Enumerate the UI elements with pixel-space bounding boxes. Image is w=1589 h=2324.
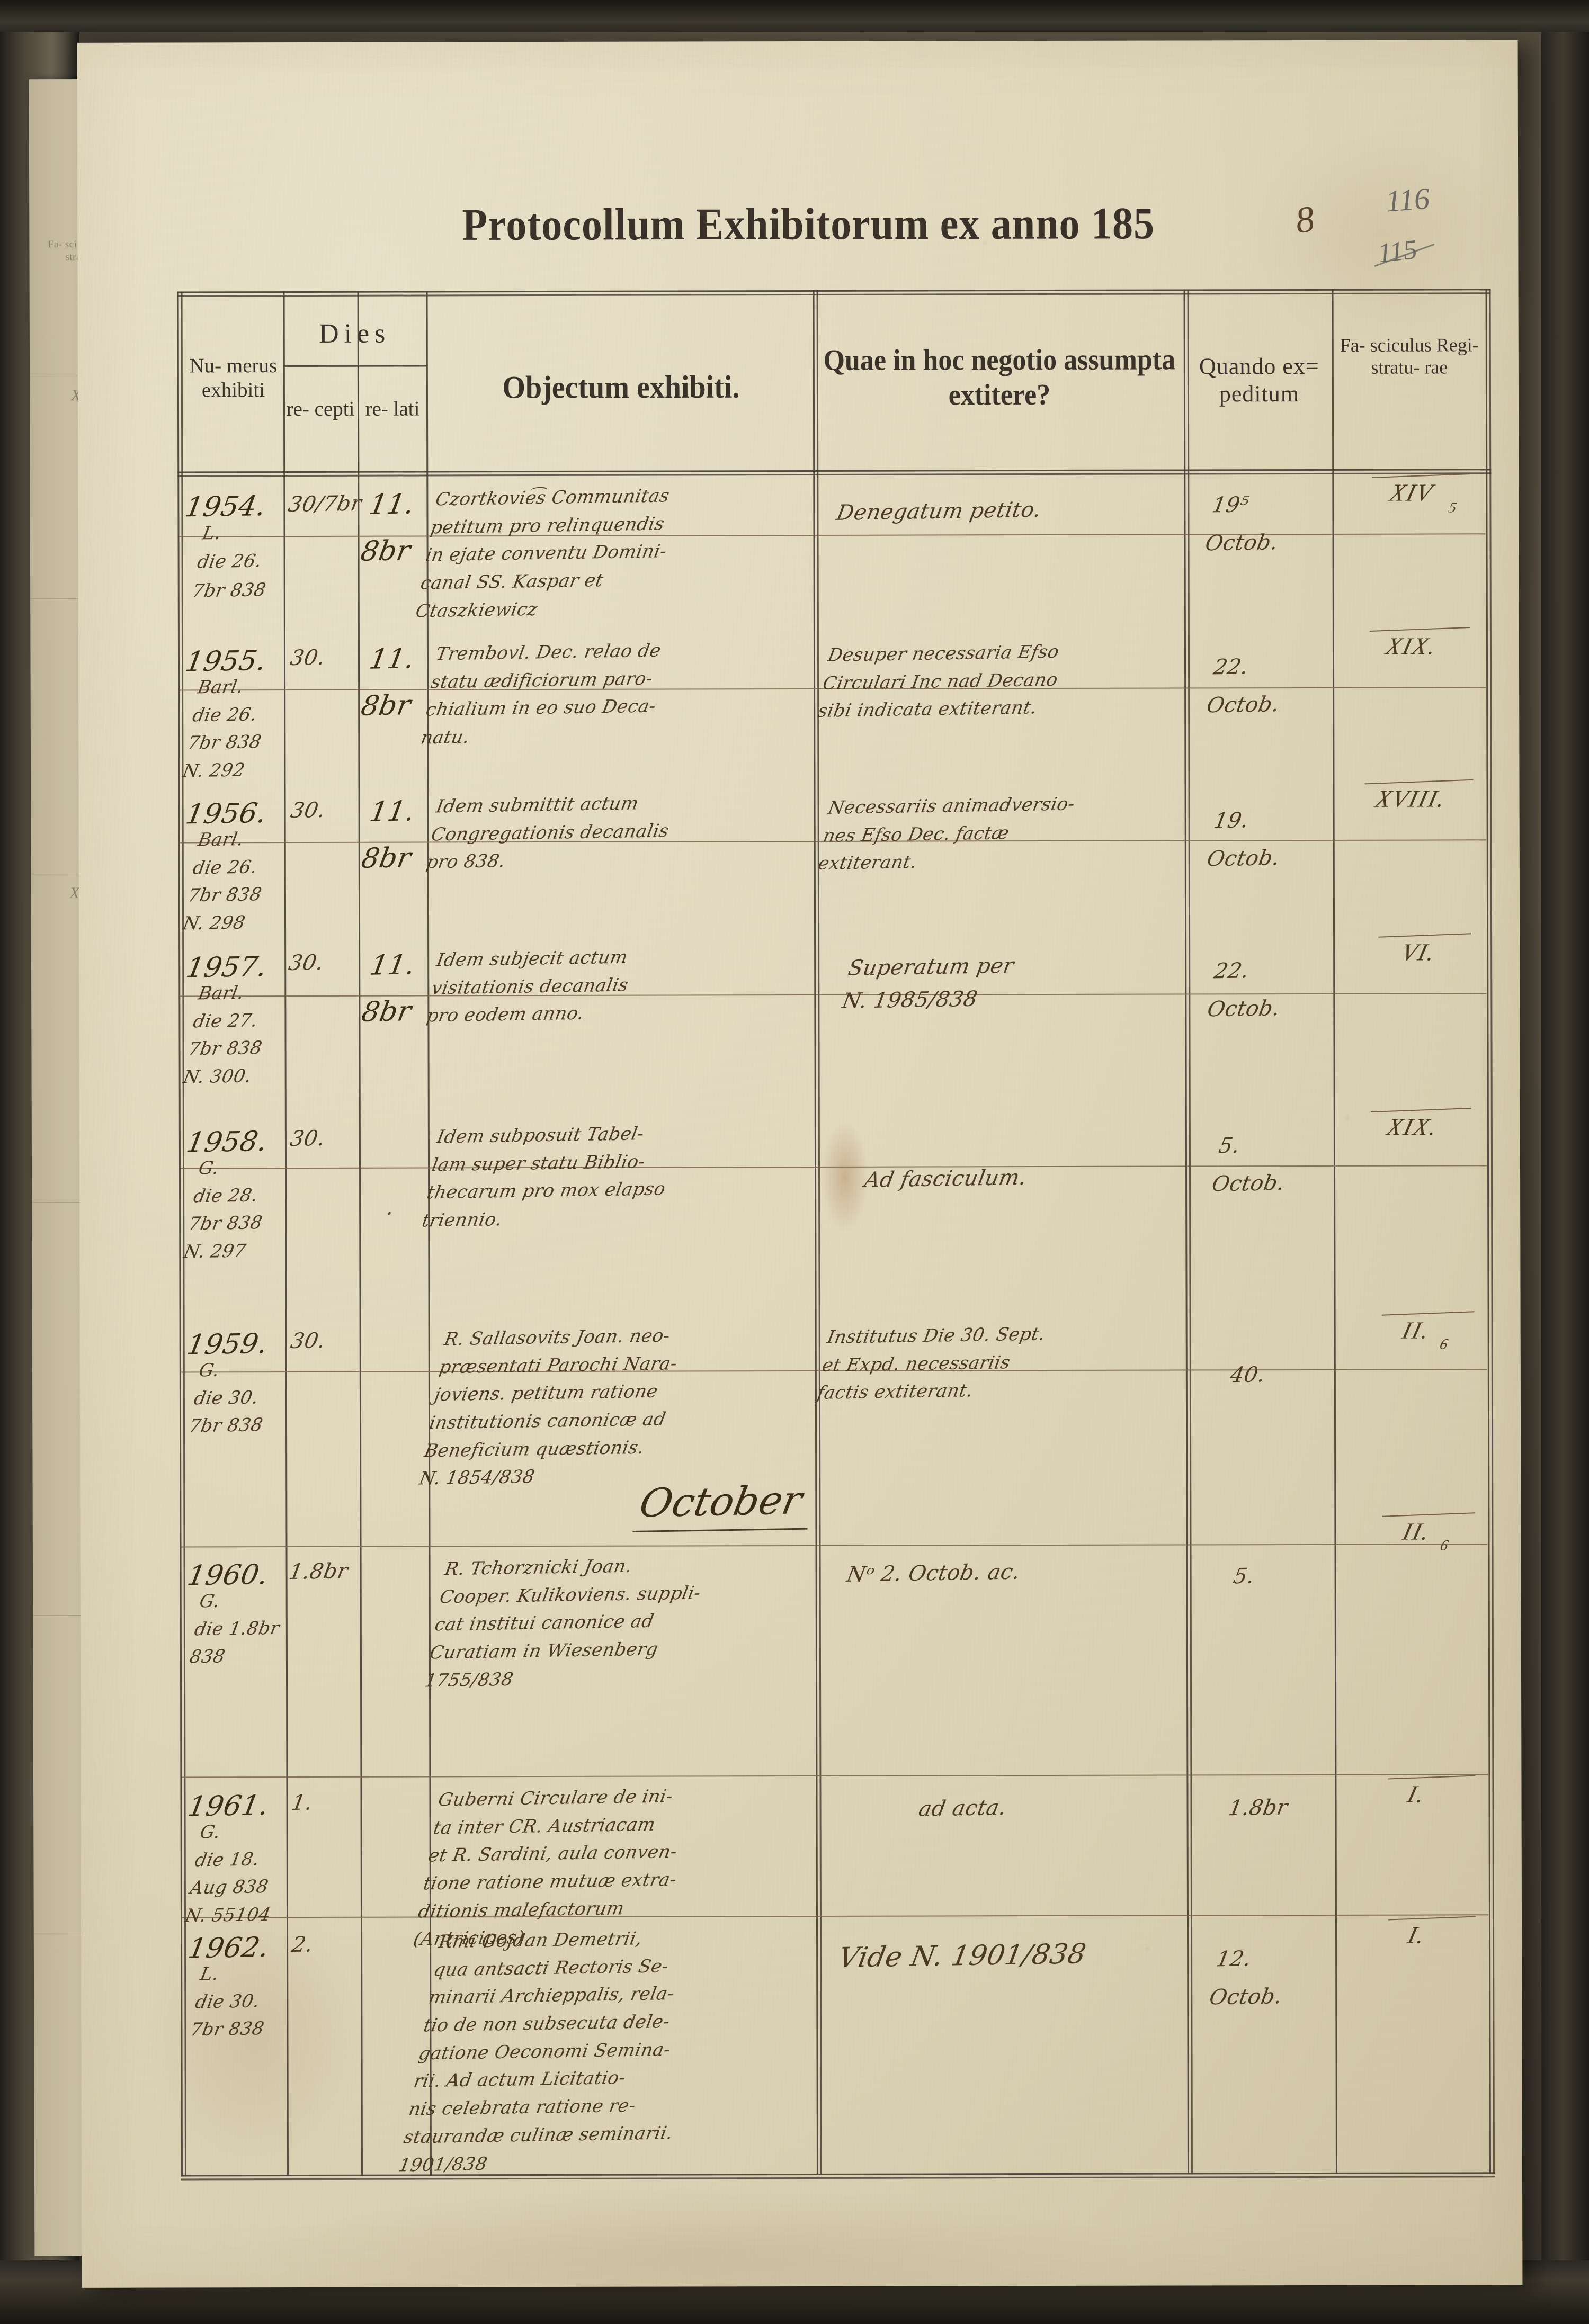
- cell-fasciculus-sup: 6: [1438, 1537, 1452, 1554]
- cell-quae: Vide N. 1901/838: [836, 1938, 1089, 1974]
- cell-fasciculus-sup: 5: [1447, 499, 1460, 516]
- cell-recepti: 30/7br: [286, 491, 364, 517]
- cell-numerus-sub: G. die 28. 7br 838 N. 297: [182, 1157, 264, 1263]
- header-quae: Quae in hoc negotio assumpta extitere?: [823, 343, 1176, 412]
- cell-relati: 11. 8br: [359, 949, 418, 1029]
- dies-subhead-rule: [283, 365, 426, 367]
- foxing-stain: [240, 2185, 1141, 2288]
- month-divider-underline: [632, 1528, 808, 1532]
- table-border-bottom: [181, 2172, 1495, 2177]
- cell-objectum: R. Tchorznicki Joan. Cooper. Kulikoviens…: [423, 1555, 703, 1692]
- cell-relati: 11. 8br: [358, 488, 417, 568]
- page-title: Protocollum Exhibitorum ex anno 185: [252, 196, 1364, 251]
- cell-quando: 5. Octob.: [1210, 1133, 1287, 1197]
- header-numerus: Nu- merus exhibiti: [189, 354, 278, 402]
- cell-objectum: Rmi Gojdan Demetrii, qua antsacti Rector…: [397, 1928, 676, 2176]
- col-divider-quae: [1183, 289, 1189, 2175]
- col-divider-objectum: [813, 290, 819, 2175]
- cell-quando: 22. Octob.: [1204, 654, 1282, 718]
- cell-recepti: 30.: [289, 1328, 328, 1354]
- cell-fasciculus: XIV: [1387, 479, 1437, 506]
- header-dies-relati: re- lati: [365, 397, 420, 420]
- row-rule: [181, 1165, 1487, 1169]
- cell-objectum: Idem subjecit actum visitationis decanal…: [425, 946, 630, 1027]
- cell-quae: Ad fasciculum.: [862, 1165, 1029, 1192]
- cell-numerus-sub: G. die 1.8br 838: [188, 1590, 281, 1668]
- cell-fasciculus: I.: [1405, 1780, 1429, 1808]
- header-quando: Quando ex= peditum: [1199, 353, 1319, 407]
- cell-recepti: 1.: [289, 1790, 315, 1816]
- cell-quando: 22. Octob.: [1205, 958, 1282, 1022]
- row-rule: [182, 1774, 1488, 1778]
- cell-quae: Denegatum petito.: [834, 497, 1043, 525]
- cell-objectum: Idem subposuit Tabel- lam super statu Bi…: [420, 1123, 667, 1232]
- register-table: Nu- merus exhibiti Dies re- cepti re- la…: [177, 289, 1495, 2177]
- cell-recepti: 1.8br: [287, 1559, 350, 1585]
- cell-quando: 5.: [1231, 1564, 1257, 1589]
- cell-recepti: 30.: [288, 1126, 327, 1152]
- col-divider-numerus: [283, 291, 289, 2177]
- right-board-edge: [1541, 0, 1589, 2324]
- cell-relati: 11. 8br: [359, 795, 418, 875]
- header-dies-recepti: re- cepti: [286, 397, 355, 421]
- cell-quae: Nᵒ 2. Octob. ac.: [844, 1559, 1022, 1587]
- cell-quae: Superatum per N. 1985/838: [840, 953, 1016, 1013]
- cell-fasciculus: II.: [1399, 1316, 1434, 1344]
- cell-fasciculus: I.: [1405, 1921, 1430, 1949]
- cell-recepti: 30.: [287, 950, 326, 976]
- cell-quae: ad acta.: [916, 1795, 1008, 1821]
- cell-fasciculus: XVIII.: [1373, 785, 1450, 812]
- cell-numerus-sub: G. die 18. Aug 838 N. 55104: [183, 1821, 273, 1927]
- cell-fasciculus: XIX.: [1383, 632, 1441, 660]
- cell-recepti: 30.: [288, 645, 327, 671]
- row-rule: [181, 1544, 1488, 1548]
- cell-objectum: Czortkovie͡s Communitas petitum pro reli…: [414, 485, 672, 622]
- cell-numerus-sub: L. die 30. 7br 838: [189, 1963, 266, 2041]
- cell-quando: 19. Octob.: [1205, 808, 1282, 872]
- cell-recepti: 30.: [288, 797, 328, 823]
- cell-quae: Desuper necessaria Efso Circulari Inc na…: [816, 641, 1061, 722]
- cell-fasciculus: II.: [1400, 1518, 1434, 1545]
- month-divider-heading: October: [636, 1477, 806, 1527]
- cell-relati: 11. 8br: [358, 643, 417, 723]
- table-border-left: [177, 291, 183, 2177]
- cell-quando: 1.8br: [1226, 1795, 1290, 1821]
- cell-quando: 19⁵ Octob.: [1203, 492, 1280, 556]
- cell-relati: .: [385, 1195, 396, 1220]
- cell-quando: 40.: [1228, 1362, 1267, 1388]
- cell-numerus-sub: L. die 26. 7br 838: [190, 522, 268, 602]
- table-border-right: [1485, 289, 1491, 2174]
- cell-objectum: Trembovl. Dec. relao de statu ædificioru…: [419, 640, 663, 749]
- row-rule: [182, 1914, 1488, 1918]
- header-bottom-rule: [177, 469, 1492, 473]
- col-divider-quando: [1332, 289, 1337, 2174]
- table-border-top: [177, 289, 1491, 293]
- foliation-number: 116: [1384, 181, 1431, 219]
- cell-quae: Necessariis animadversio- nes Efso Dec. …: [816, 793, 1077, 875]
- cell-quae: Institutus Die 30. Sept. et Expd. necess…: [815, 1323, 1047, 1404]
- top-board-edge: [0, 0, 1589, 32]
- cell-fasciculus: VI.: [1398, 938, 1440, 966]
- register-page-leaf: Protocollum Exhibitorum ex anno 185 8 11…: [77, 40, 1523, 2288]
- cell-objectum: Idem submittit actum Congregationis deca…: [424, 793, 671, 873]
- cell-quando: 12. Octob.: [1207, 1946, 1284, 2010]
- cell-recepti: 2.: [290, 1932, 315, 1958]
- header-fasciculus: Fa- sciculus Regi- stratu- rae: [1340, 334, 1479, 379]
- cell-numerus-sub: G. die 30. 7br 838: [187, 1359, 265, 1437]
- page-title-text: Protocollum Exhibitorum ex anno 185: [462, 198, 1155, 250]
- cell-fasciculus: XIX.: [1384, 1113, 1442, 1141]
- cell-fasciculus-sup: 6: [1438, 1336, 1451, 1353]
- dies-inner-divider: [357, 365, 360, 471]
- cell-objectum: R. Sallasovits Joan. neo- præsentati Par…: [417, 1325, 679, 1489]
- header-objectum: Objectum exhibiti.: [502, 369, 740, 406]
- header-dies: Dies: [318, 318, 391, 349]
